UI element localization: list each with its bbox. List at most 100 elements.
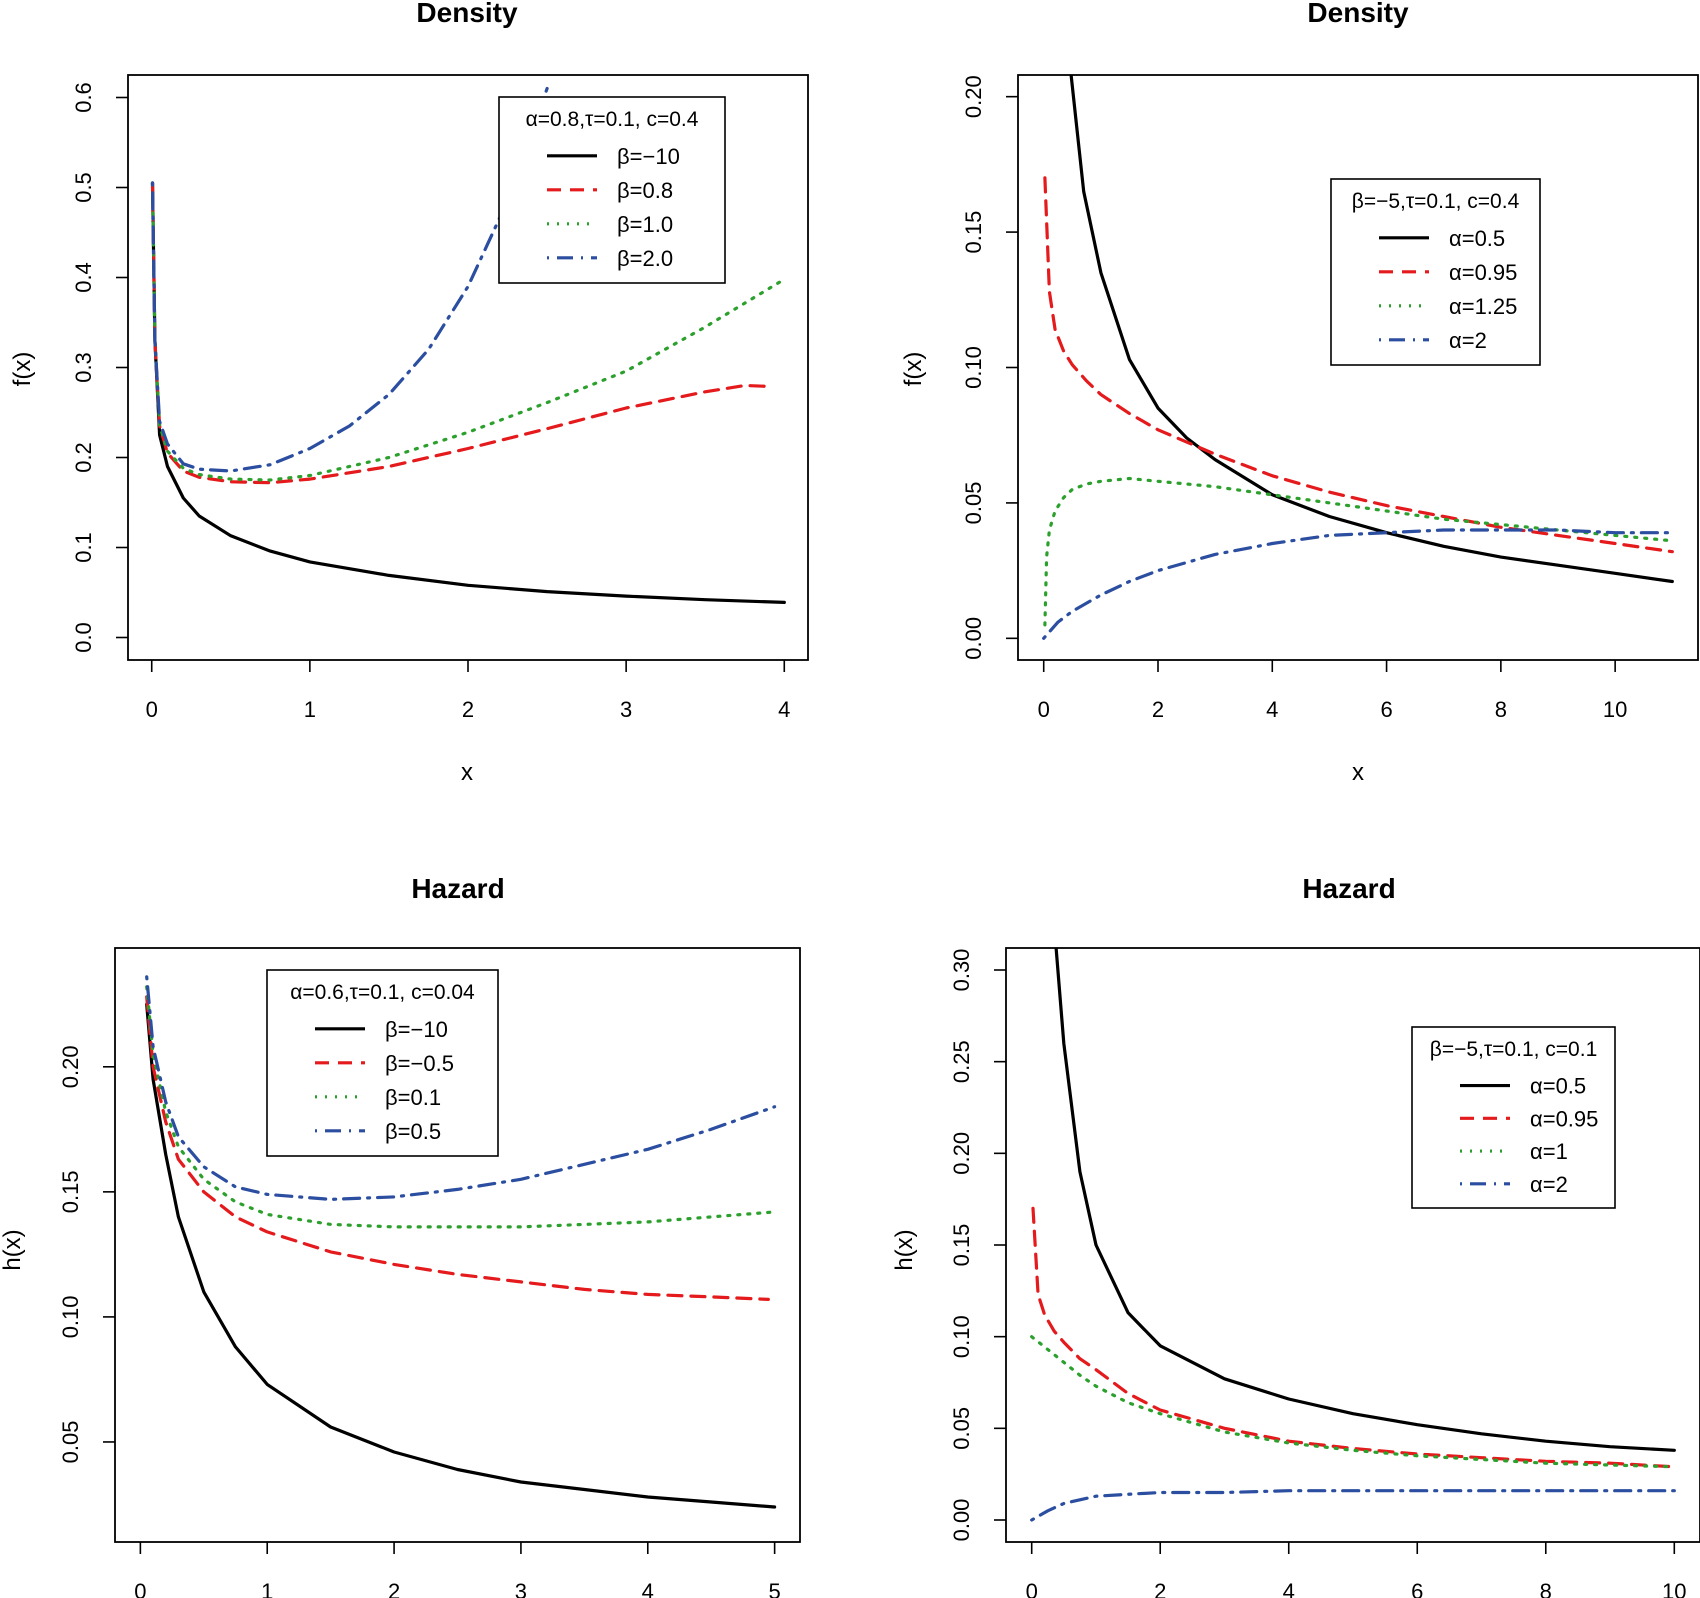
x-tick-label: 0 bbox=[134, 1579, 146, 1598]
x-tick-label: 0 bbox=[1026, 1579, 1038, 1598]
legend-title: β=−5,τ=0.1, c=0.1 bbox=[1430, 1038, 1598, 1061]
plot-area: 0 1 2 3 4 0.0 0.1 0.2 0.3 0.4 0.5 0.6 α=0.8,τ=0.1, c… bbox=[71, 74, 809, 722]
x-tick-label: 2 bbox=[388, 1579, 400, 1598]
panel-title: Hazard bbox=[1302, 873, 1395, 904]
series-line-3 bbox=[1043, 476, 1674, 627]
x-axis-label: x bbox=[461, 759, 473, 786]
x-tick-label: 0 bbox=[1038, 697, 1050, 722]
x-tick-label: 6 bbox=[1380, 697, 1392, 722]
y-tick-label: 0.25 bbox=[949, 1040, 974, 1083]
plot-area: 0 2 4 6 8 10 0.00 0.05 0.10 0.15 0.20 0.25 0.30 β=−5,… bbox=[949, 947, 1700, 1598]
y-tick-label: 0.30 bbox=[949, 949, 974, 992]
legend-box bbox=[1330, 178, 1541, 366]
series-group bbox=[150, 86, 786, 605]
legend: β=−5,τ=0.1, c=0.1 α=0.5 α=0.95 α=1 α=2 bbox=[1411, 1026, 1616, 1209]
x-tick-label: 2 bbox=[1152, 697, 1164, 722]
panel-title: Density bbox=[416, 0, 518, 28]
x-axis-label: x bbox=[1352, 759, 1364, 786]
legend-label: α=1.25 bbox=[1449, 294, 1517, 319]
y-tick-label: 0.15 bbox=[961, 211, 986, 254]
x-tick-label: 4 bbox=[1283, 1579, 1295, 1598]
y-tick-label: 0.2 bbox=[71, 442, 96, 473]
x-tick-label: 4 bbox=[642, 1579, 654, 1598]
legend-label: β=1.0 bbox=[617, 212, 673, 237]
legend-label: α=2 bbox=[1530, 1172, 1568, 1197]
panel-bottom-left: Hazard h(x) 0 1 2 3 4 5 0.05 0.10 0.15 0.20 α=0.6,… bbox=[0, 873, 801, 1598]
y-tick-label: 0.0 bbox=[71, 622, 96, 653]
series-line-2 bbox=[145, 995, 770, 1302]
series-line-3 bbox=[1030, 1335, 1676, 1469]
y-tick-label: 0.05 bbox=[58, 1421, 83, 1464]
plot-area: 0 2 4 6 8 10 0.00 0.05 0.10 0.15 0.20 β=−5,τ=0.1, c… bbox=[961, 74, 1699, 722]
y-tick-label: 0.20 bbox=[961, 75, 986, 118]
y-tick-label: 0.05 bbox=[949, 1407, 974, 1450]
series-line-3 bbox=[145, 985, 777, 1229]
series-group bbox=[1030, 948, 1676, 1522]
x-tick-label: 8 bbox=[1540, 1579, 1552, 1598]
panel-title: Hazard bbox=[411, 873, 504, 904]
y-tick-label: 0.00 bbox=[961, 617, 986, 660]
y-tick-label: 0.20 bbox=[58, 1045, 83, 1088]
x-tick-label: 6 bbox=[1411, 1579, 1423, 1598]
legend-title: α=0.8,τ=0.1, c=0.4 bbox=[526, 108, 699, 131]
legend-box bbox=[266, 969, 499, 1157]
y-axis-label: h(x) bbox=[0, 1229, 26, 1270]
x-tick-label: 5 bbox=[769, 1579, 781, 1598]
x-tick-label: 3 bbox=[620, 697, 632, 722]
x-tick-label: 10 bbox=[1662, 1579, 1686, 1598]
legend-box bbox=[1411, 1026, 1616, 1209]
x-tick-label: 1 bbox=[261, 1579, 273, 1598]
x-tick-label: 4 bbox=[1266, 697, 1278, 722]
x-tick-label: 0 bbox=[146, 697, 158, 722]
legend-title: α=0.6,τ=0.1, c=0.04 bbox=[290, 981, 475, 1004]
series-line-4 bbox=[145, 975, 777, 1202]
x-tick-label: 2 bbox=[1154, 1579, 1166, 1598]
legend-label: β=0.5 bbox=[385, 1119, 441, 1144]
legend-label: α=1 bbox=[1530, 1139, 1568, 1164]
legend-label: α=0.95 bbox=[1530, 1106, 1598, 1131]
y-axis-label: h(x) bbox=[891, 1229, 918, 1270]
x-tick-label: 3 bbox=[515, 1579, 527, 1598]
y-tick-label: 0.4 bbox=[71, 262, 96, 293]
legend-label: α=0.5 bbox=[1530, 1074, 1586, 1099]
series-line-1 bbox=[1069, 75, 1674, 584]
y-axis-label: f(x) bbox=[900, 352, 927, 387]
y-axis-label: f(x) bbox=[9, 352, 36, 387]
plot-area: 0 1 2 3 4 5 0.05 0.10 0.15 0.20 α=0.6,τ=0.1, c=0.0… bbox=[58, 947, 801, 1598]
x-tick-label: 4 bbox=[778, 697, 790, 722]
plot-frame bbox=[114, 947, 801, 1543]
x-tick-label: 1 bbox=[304, 697, 316, 722]
y-tick-label: 0.15 bbox=[949, 1224, 974, 1267]
legend-label: β=−10 bbox=[385, 1017, 448, 1042]
series-group bbox=[1042, 75, 1674, 640]
legend-label: α=0.5 bbox=[1449, 226, 1505, 251]
legend: α=0.8,τ=0.1, c=0.4 β=−10 β=0.8 β=1.0 β=2.0 bbox=[498, 96, 726, 284]
legend-title: β=−5,τ=0.1, c=0.4 bbox=[1352, 190, 1520, 213]
legend-box bbox=[498, 96, 726, 284]
y-tick-label: 0.15 bbox=[58, 1170, 83, 1213]
series-line-1 bbox=[145, 1002, 777, 1509]
y-tick-label: 0.05 bbox=[961, 482, 986, 525]
series-line-2 bbox=[150, 181, 771, 485]
y-tick-label: 0.20 bbox=[949, 1132, 974, 1175]
series-line-1 bbox=[150, 181, 786, 605]
series-group bbox=[145, 975, 777, 1509]
series-line-1 bbox=[1054, 948, 1676, 1452]
legend-label: α=0.95 bbox=[1449, 260, 1517, 285]
series-line-4 bbox=[1042, 528, 1674, 640]
legend-label: β=2.0 bbox=[617, 246, 673, 271]
x-tick-label: 10 bbox=[1603, 697, 1627, 722]
y-tick-label: 0.00 bbox=[949, 1499, 974, 1542]
legend-label: β=0.1 bbox=[385, 1085, 441, 1110]
legend-label: β=−10 bbox=[617, 144, 680, 169]
y-tick-label: 0.5 bbox=[71, 172, 96, 203]
panel-bottom-right: Hazard h(x) 0 2 4 6 8 100.000.050.100.150.200… bbox=[891, 873, 1700, 1598]
legend-label: β=−0.5 bbox=[385, 1051, 454, 1076]
legend-label: β=0.8 bbox=[617, 178, 673, 203]
y-tick-label: 0.10 bbox=[58, 1295, 83, 1338]
panel-top-left: Density x f(x) 0 1 2 3 4 0.0 0.1 0.2 0.3 0.4 0.5 0.… bbox=[9, 0, 809, 786]
y-tick-label: 0.1 bbox=[71, 532, 96, 563]
y-tick-label: 0.3 bbox=[71, 352, 96, 383]
y-tick-label: 0.6 bbox=[71, 82, 96, 113]
